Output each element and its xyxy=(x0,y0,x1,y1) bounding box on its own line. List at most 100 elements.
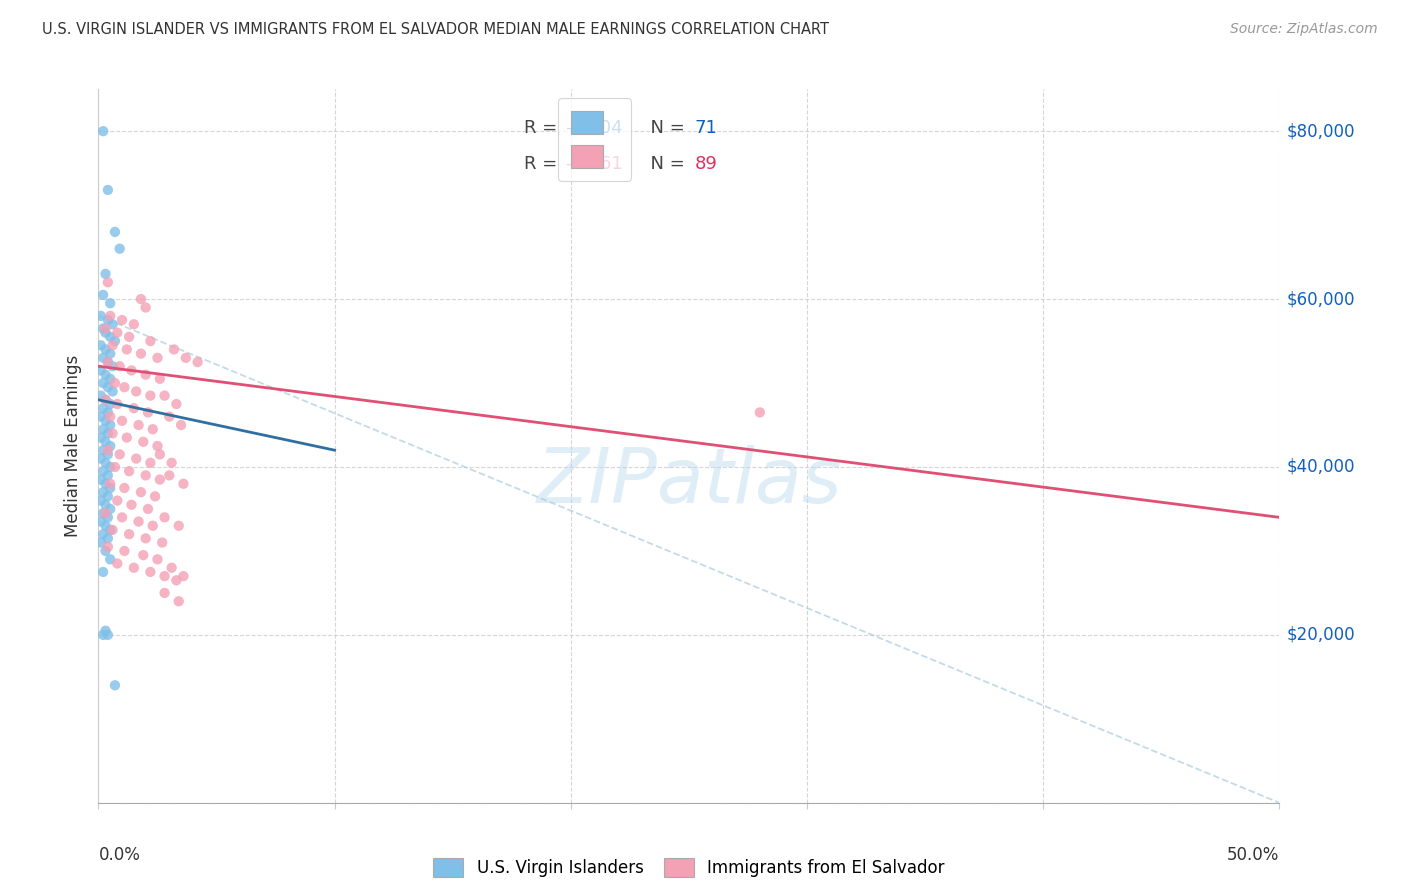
Point xyxy=(98,417,121,432)
Point xyxy=(153,389,176,403)
Point xyxy=(97,540,120,554)
Text: -0.361: -0.361 xyxy=(565,155,623,173)
Point xyxy=(98,397,121,411)
Point xyxy=(98,552,121,566)
Point xyxy=(90,473,112,487)
Point xyxy=(97,355,120,369)
Point xyxy=(146,552,169,566)
Point xyxy=(153,586,176,600)
Point xyxy=(149,473,172,487)
Point xyxy=(94,321,117,335)
Point xyxy=(132,434,155,449)
Point xyxy=(139,389,162,403)
Point xyxy=(101,384,124,399)
Point xyxy=(146,351,169,365)
Text: $80,000: $80,000 xyxy=(1286,122,1355,140)
Point xyxy=(94,392,117,407)
Point xyxy=(91,288,114,302)
Point xyxy=(111,414,134,428)
Point xyxy=(135,301,157,315)
Point xyxy=(98,330,121,344)
Point xyxy=(94,414,117,428)
Point xyxy=(125,384,148,399)
Point xyxy=(122,318,145,332)
Point xyxy=(90,493,112,508)
Point xyxy=(108,447,131,461)
Point xyxy=(94,434,117,449)
Point xyxy=(90,309,112,323)
Point xyxy=(98,476,121,491)
Point xyxy=(97,355,120,369)
Point xyxy=(170,417,193,432)
Point xyxy=(98,296,121,310)
Point xyxy=(129,485,152,500)
Point xyxy=(153,569,176,583)
Point xyxy=(97,426,120,441)
Point xyxy=(165,574,187,588)
Text: $40,000: $40,000 xyxy=(1286,458,1355,476)
Point xyxy=(91,628,114,642)
Point xyxy=(90,515,112,529)
Point xyxy=(90,338,112,352)
Point xyxy=(139,456,162,470)
Point xyxy=(121,363,143,377)
Point xyxy=(101,318,124,332)
Text: $20,000: $20,000 xyxy=(1286,626,1355,644)
Point xyxy=(157,468,180,483)
Point xyxy=(104,334,127,348)
Point xyxy=(104,376,127,390)
Text: 0.0%: 0.0% xyxy=(98,846,141,863)
Point xyxy=(115,343,138,357)
Point xyxy=(91,485,114,500)
Point xyxy=(105,493,128,508)
Point xyxy=(94,518,117,533)
Point xyxy=(157,409,180,424)
Point xyxy=(142,518,165,533)
Point xyxy=(101,426,124,441)
Point xyxy=(136,405,159,419)
Point xyxy=(98,460,121,475)
Text: R =: R = xyxy=(523,155,562,173)
Point xyxy=(150,535,173,549)
Point xyxy=(111,313,134,327)
Point xyxy=(174,351,197,365)
Point xyxy=(94,476,117,491)
Point xyxy=(118,330,141,344)
Point xyxy=(98,409,121,424)
Point xyxy=(112,544,135,558)
Point xyxy=(91,376,114,390)
Point xyxy=(115,431,138,445)
Point xyxy=(94,326,117,340)
Point xyxy=(172,476,194,491)
Point xyxy=(94,343,117,357)
Point xyxy=(163,343,186,357)
Point xyxy=(149,447,172,461)
Point xyxy=(91,422,114,436)
Point xyxy=(90,431,112,445)
Point xyxy=(121,498,143,512)
Point xyxy=(91,321,114,335)
Point xyxy=(128,417,150,432)
Point xyxy=(105,326,128,340)
Point xyxy=(98,502,121,516)
Text: 89: 89 xyxy=(695,155,717,173)
Point xyxy=(122,560,145,574)
Point xyxy=(129,292,152,306)
Point xyxy=(118,464,141,478)
Point xyxy=(97,510,120,524)
Point xyxy=(90,363,112,377)
Point xyxy=(129,346,152,360)
Point xyxy=(128,515,150,529)
Point xyxy=(172,569,194,583)
Point xyxy=(91,464,114,478)
Point xyxy=(91,443,114,458)
Point xyxy=(111,510,134,524)
Point xyxy=(97,380,120,394)
Point xyxy=(139,565,162,579)
Point xyxy=(165,397,187,411)
Point xyxy=(135,468,157,483)
Text: N =: N = xyxy=(640,120,690,137)
Point xyxy=(90,535,112,549)
Point xyxy=(90,451,112,466)
Point xyxy=(125,451,148,466)
